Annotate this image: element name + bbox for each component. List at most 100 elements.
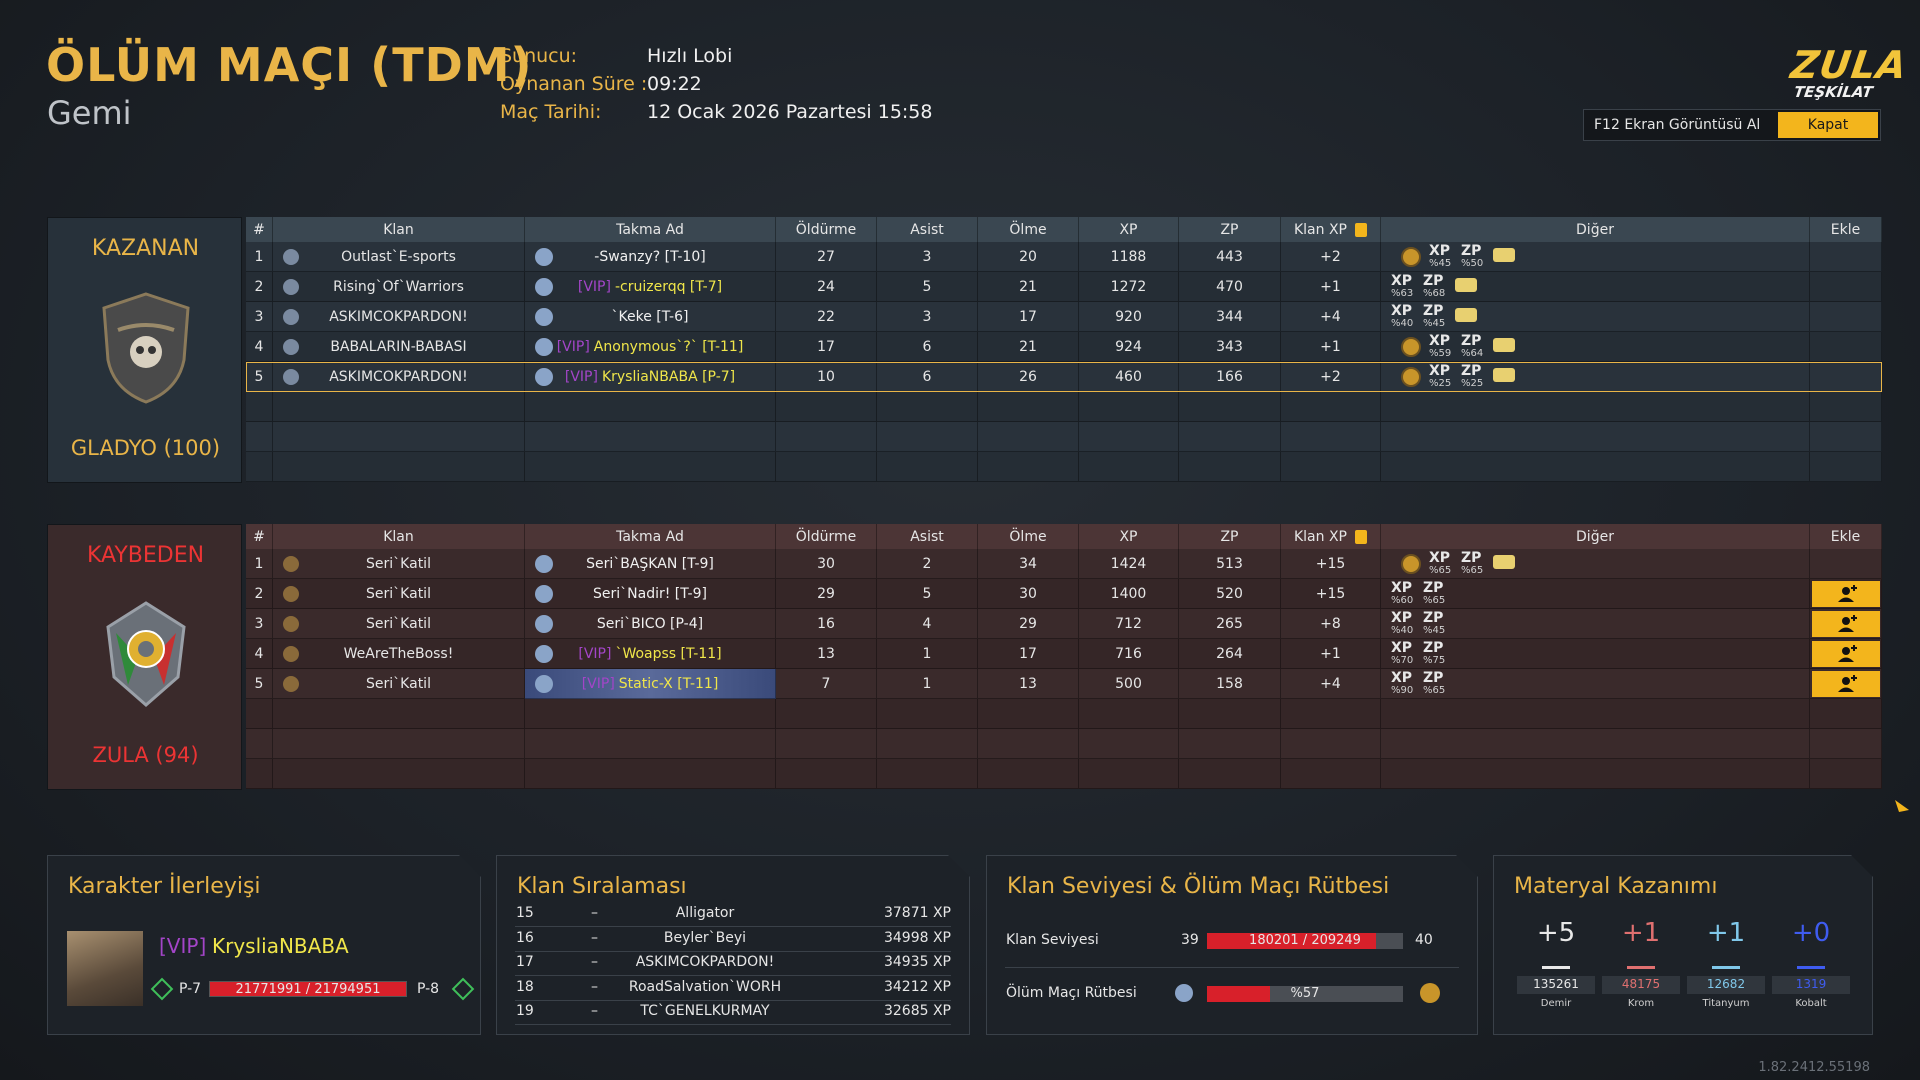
ranking-separator — [515, 975, 951, 976]
table-cell: 343 — [1179, 332, 1281, 362]
vip-tag: [VIP] — [578, 645, 612, 662]
table-cell — [1281, 699, 1381, 729]
table-cell: 17 — [978, 639, 1079, 669]
bonus-label: ZP — [1461, 550, 1482, 566]
stars-icon — [1493, 555, 1515, 569]
table-cell — [1179, 759, 1281, 789]
table-cell: 3 — [877, 242, 978, 272]
table-cell — [978, 729, 1079, 759]
ranking-dash: – — [591, 954, 598, 970]
table-cell — [246, 422, 273, 452]
table-cell — [978, 759, 1079, 789]
level-bar-fill — [1207, 933, 1376, 949]
table-cell: 1272 — [1079, 272, 1179, 302]
table-cell: 5 — [877, 272, 978, 302]
table-cell — [1381, 452, 1810, 482]
next-level-value: 40 — [1415, 932, 1433, 948]
clan-name: Outlast`E-sports — [341, 248, 456, 265]
bonus-value: %65 — [1429, 565, 1452, 576]
table-cell: 716 — [1079, 639, 1179, 669]
table-cell: XP %40 ZP %45 — [1381, 609, 1810, 639]
column-header: ZP — [1179, 524, 1281, 549]
table-cell — [877, 699, 978, 729]
rank-icon — [535, 555, 553, 573]
table-cell: 2 — [246, 579, 273, 609]
bonus-label: XP — [1429, 243, 1451, 259]
bonus-value: %60 — [1391, 595, 1414, 606]
table-cell — [1079, 452, 1179, 482]
stars-icon — [1455, 308, 1477, 322]
rank-bar-text: %57 — [1290, 986, 1320, 1001]
level-bar: 180201 / 209249 — [1207, 933, 1403, 949]
add-friend-button[interactable] — [1812, 581, 1880, 607]
column-header: # — [246, 217, 273, 242]
ranking-xp: 34212 XP — [883, 978, 951, 995]
material-box — [1517, 976, 1595, 994]
player-name: -cruizerqq [T-7] — [614, 278, 723, 295]
add-friend-button[interactable] — [1812, 671, 1880, 697]
table-cell: 17 — [978, 302, 1079, 332]
table-cell: 520 — [1179, 579, 1281, 609]
clan-name: Rising`Of`Warriors — [333, 278, 464, 295]
table-cell: Seri`Katil — [273, 609, 525, 639]
table-cell — [1281, 422, 1381, 452]
table-cell: 34 — [978, 549, 1079, 579]
badge-icon — [1401, 247, 1421, 267]
team-name: GLADYO (100) — [70, 436, 221, 460]
clan-icon — [283, 676, 299, 692]
table-cell: 924 — [1079, 332, 1179, 362]
table-cell: +1 — [1281, 272, 1381, 302]
table-cell — [525, 452, 776, 482]
material-total: 1319 — [1795, 977, 1827, 991]
table-cell — [1810, 579, 1882, 609]
panel-title: Materyal Kazanımı — [1514, 874, 1718, 899]
bonus-value: %68 — [1423, 288, 1446, 299]
screenshot-button[interactable]: F12 Ekran Görüntüsü Al — [1594, 117, 1761, 133]
player-name: KrysliaNBABA [P-7] — [601, 368, 736, 385]
table-cell — [273, 729, 525, 759]
table-cell: BABALARIN-BABASI — [273, 332, 525, 362]
table-cell — [1810, 422, 1882, 452]
bonus-label: XP — [1429, 550, 1451, 566]
table-cell: 4 — [246, 639, 273, 669]
table-cell: +2 — [1281, 242, 1381, 272]
clan-icon — [283, 556, 299, 572]
bonus-label: XP — [1429, 333, 1451, 349]
table-cell: Seri`BAŞKAN [T-9] — [525, 549, 776, 579]
table-cell — [1079, 699, 1179, 729]
table-cell — [1810, 302, 1882, 332]
material-name: Demir — [1540, 998, 1572, 1009]
player-name: `Keke [T-6] — [611, 308, 689, 325]
add-friend-icon — [1838, 615, 1857, 632]
ranking-rank: 18 — [516, 978, 534, 995]
table-cell: +15 — [1281, 579, 1381, 609]
ranking-separator — [515, 1024, 951, 1025]
vip-tag: [VIP] — [581, 675, 615, 692]
column-header: XP — [1079, 217, 1179, 242]
table-cell: 920 — [1079, 302, 1179, 332]
table-cell — [776, 729, 877, 759]
bonus-value: %70 — [1391, 655, 1414, 666]
table-cell: XP %40 ZP %45 — [1381, 302, 1810, 332]
player-name: `Woapss [T-11] — [615, 645, 722, 662]
arrow-icon — [1895, 800, 1909, 812]
table-cell — [1281, 452, 1381, 482]
table-cell: ASKIMCOKPARDON! — [273, 362, 525, 392]
table-cell: +8 — [1281, 609, 1381, 639]
add-friend-button[interactable] — [1812, 611, 1880, 637]
rank-bar-fill — [1207, 986, 1270, 1002]
team-result: KAYBEDEN — [86, 543, 205, 568]
table-cell — [776, 392, 877, 422]
avatar — [67, 931, 143, 1006]
close-button[interactable]: Kapat — [1778, 112, 1878, 138]
table-cell: 29 — [978, 609, 1079, 639]
vip-tag: [VIP] — [577, 278, 611, 295]
clan-icon — [283, 279, 299, 295]
material-gain: +1 — [1621, 918, 1661, 948]
add-friend-button[interactable] — [1812, 641, 1880, 667]
table-cell — [877, 392, 978, 422]
ranking-rank: 15 — [516, 905, 534, 921]
bonus-value: %45 — [1429, 258, 1452, 269]
clan-name: Seri`Katil — [366, 555, 431, 572]
table-cell: 5 — [877, 579, 978, 609]
